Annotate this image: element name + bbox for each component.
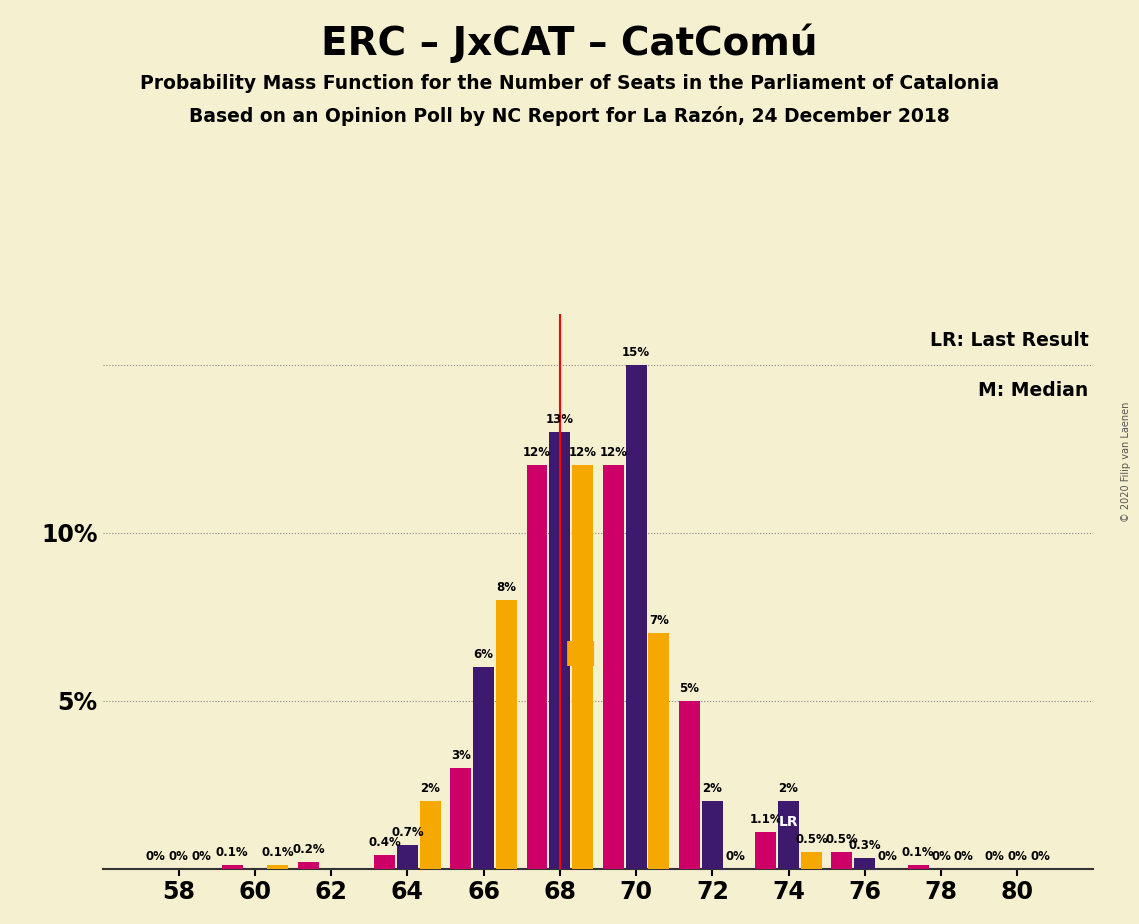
Text: 0.7%: 0.7% <box>391 826 424 839</box>
Bar <box>420 801 441 869</box>
Text: 3%: 3% <box>451 748 470 761</box>
Text: 6%: 6% <box>474 648 493 661</box>
Text: 0%: 0% <box>954 849 974 862</box>
Text: 2%: 2% <box>703 783 722 796</box>
Text: 0%: 0% <box>984 849 1005 862</box>
Bar <box>702 801 723 869</box>
Text: 0%: 0% <box>1030 849 1050 862</box>
Text: Probability Mass Function for the Number of Seats in the Parliament of Catalonia: Probability Mass Function for the Number… <box>140 74 999 93</box>
Bar <box>679 700 700 869</box>
Text: 2%: 2% <box>779 783 798 796</box>
Text: 0%: 0% <box>931 849 951 862</box>
Text: Based on an Opinion Poll by NC Report for La Razón, 24 December 2018: Based on an Opinion Poll by NC Report fo… <box>189 106 950 127</box>
Text: M: M <box>564 640 598 674</box>
Bar <box>473 667 494 869</box>
Text: 0.4%: 0.4% <box>368 836 401 849</box>
Bar <box>572 466 593 869</box>
Text: 0.3%: 0.3% <box>849 839 882 853</box>
Text: 0.1%: 0.1% <box>262 846 294 859</box>
Text: 0%: 0% <box>726 849 745 862</box>
Text: 0.5%: 0.5% <box>795 833 828 845</box>
Bar <box>778 801 800 869</box>
Text: 0%: 0% <box>1007 849 1027 862</box>
Bar <box>374 855 395 869</box>
Text: © 2020 Filip van Laenen: © 2020 Filip van Laenen <box>1121 402 1131 522</box>
Bar <box>908 865 928 869</box>
Text: ERC – JxCAT – CatComú: ERC – JxCAT – CatComú <box>321 23 818 63</box>
Text: 2%: 2% <box>420 783 440 796</box>
Bar <box>549 432 571 869</box>
Text: 12%: 12% <box>599 446 628 459</box>
Text: M: Median: M: Median <box>978 381 1089 400</box>
Bar <box>648 633 670 869</box>
Bar <box>755 832 776 869</box>
Bar <box>625 365 647 869</box>
Text: 13%: 13% <box>546 413 574 426</box>
Text: 0%: 0% <box>191 849 212 862</box>
Bar <box>396 845 418 869</box>
Text: 15%: 15% <box>622 346 650 359</box>
Text: 0%: 0% <box>146 849 166 862</box>
Bar <box>854 858 875 869</box>
Bar <box>297 862 319 869</box>
Text: 8%: 8% <box>497 580 516 594</box>
Bar <box>526 466 548 869</box>
Text: LR: LR <box>779 815 798 829</box>
Bar <box>222 865 243 869</box>
Text: 12%: 12% <box>568 446 597 459</box>
Text: 7%: 7% <box>649 614 669 627</box>
Bar <box>268 865 288 869</box>
Bar <box>603 466 624 869</box>
Bar <box>801 852 822 869</box>
Text: 0.2%: 0.2% <box>292 843 325 856</box>
Text: 12%: 12% <box>523 446 551 459</box>
Text: 0.1%: 0.1% <box>902 846 934 859</box>
Text: 0%: 0% <box>169 849 189 862</box>
Text: LR: Last Result: LR: Last Result <box>929 331 1089 350</box>
Text: 0%: 0% <box>878 849 898 862</box>
Bar <box>495 600 517 869</box>
Text: 0.1%: 0.1% <box>215 846 248 859</box>
Bar <box>831 852 852 869</box>
Text: 5%: 5% <box>680 682 699 695</box>
Bar <box>450 768 472 869</box>
Text: 1.1%: 1.1% <box>749 812 782 825</box>
Text: 0.5%: 0.5% <box>826 833 859 845</box>
